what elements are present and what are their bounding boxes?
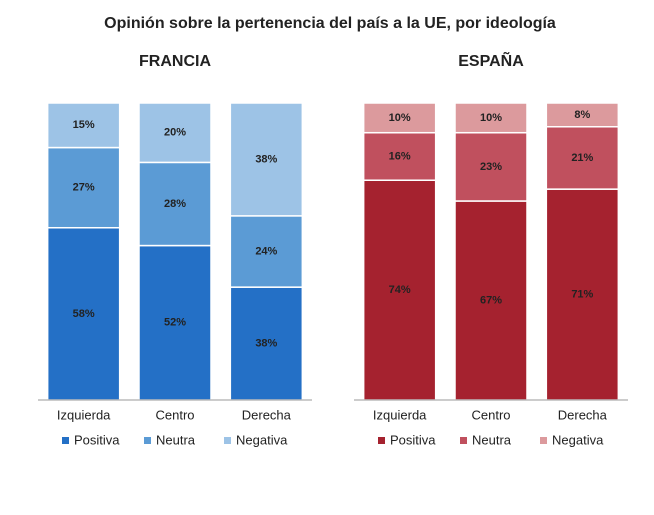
chart-title: ESPAÑA [458, 50, 524, 70]
value-label: 71% [571, 288, 593, 300]
bar-segment [229, 102, 304, 217]
chart-title: FRANCIA [139, 53, 211, 70]
value-label: 21% [571, 152, 593, 164]
main-title: Opinión sobre la pertenencia del país a … [104, 15, 556, 32]
bar-segment [454, 131, 528, 202]
legend-label: Negativa [552, 432, 604, 447]
legend-swatch [224, 437, 231, 444]
bar-segment [454, 102, 528, 134]
bar-segment [46, 146, 121, 229]
legend-label: Positiva [74, 432, 120, 447]
bar-segment [454, 200, 528, 401]
value-label: 10% [480, 112, 502, 124]
x-tick-label: Izquierda [373, 407, 427, 422]
legend-swatch [62, 437, 69, 444]
legend-swatch [460, 437, 467, 444]
value-label: 27% [73, 182, 95, 194]
value-label: 52% [164, 317, 186, 329]
value-label: 16% [389, 150, 411, 162]
value-label: 23% [480, 161, 502, 173]
legend-label: Negativa [236, 432, 288, 447]
bar-segment [362, 102, 437, 134]
value-label: 10% [389, 112, 411, 124]
value-label: 15% [73, 119, 95, 131]
legend-swatch [540, 437, 547, 444]
value-label: 58% [73, 308, 95, 320]
bar-segment [138, 161, 212, 247]
value-label: 28% [164, 198, 186, 210]
value-label: 38% [255, 337, 277, 349]
bar-segment [362, 131, 437, 181]
x-tick-label: Centro [471, 407, 510, 422]
value-label: 24% [255, 245, 277, 257]
bar-segment [138, 102, 212, 164]
value-label: 67% [480, 294, 502, 306]
bar-segment [545, 126, 620, 190]
x-tick-label: Derecha [558, 407, 608, 422]
x-tick-label: Derecha [242, 407, 292, 422]
value-label: 8% [574, 109, 590, 121]
value-label: 74% [389, 284, 411, 296]
bar-segment [362, 179, 437, 401]
bar-segment [46, 226, 121, 401]
bar-segment [138, 244, 212, 401]
x-tick-label: Centro [155, 407, 194, 422]
value-label: 20% [164, 127, 186, 139]
x-tick-label: Izquierda [57, 407, 111, 422]
legend-label: Neutra [472, 432, 512, 447]
value-label: 38% [255, 153, 277, 165]
legend-label: Positiva [390, 432, 436, 447]
bar-segment [545, 102, 620, 128]
legend-label: Neutra [156, 432, 196, 447]
bar-segment [46, 102, 121, 149]
bar-segment [229, 215, 304, 288]
legend-swatch [378, 437, 385, 444]
legend-swatch [144, 437, 151, 444]
